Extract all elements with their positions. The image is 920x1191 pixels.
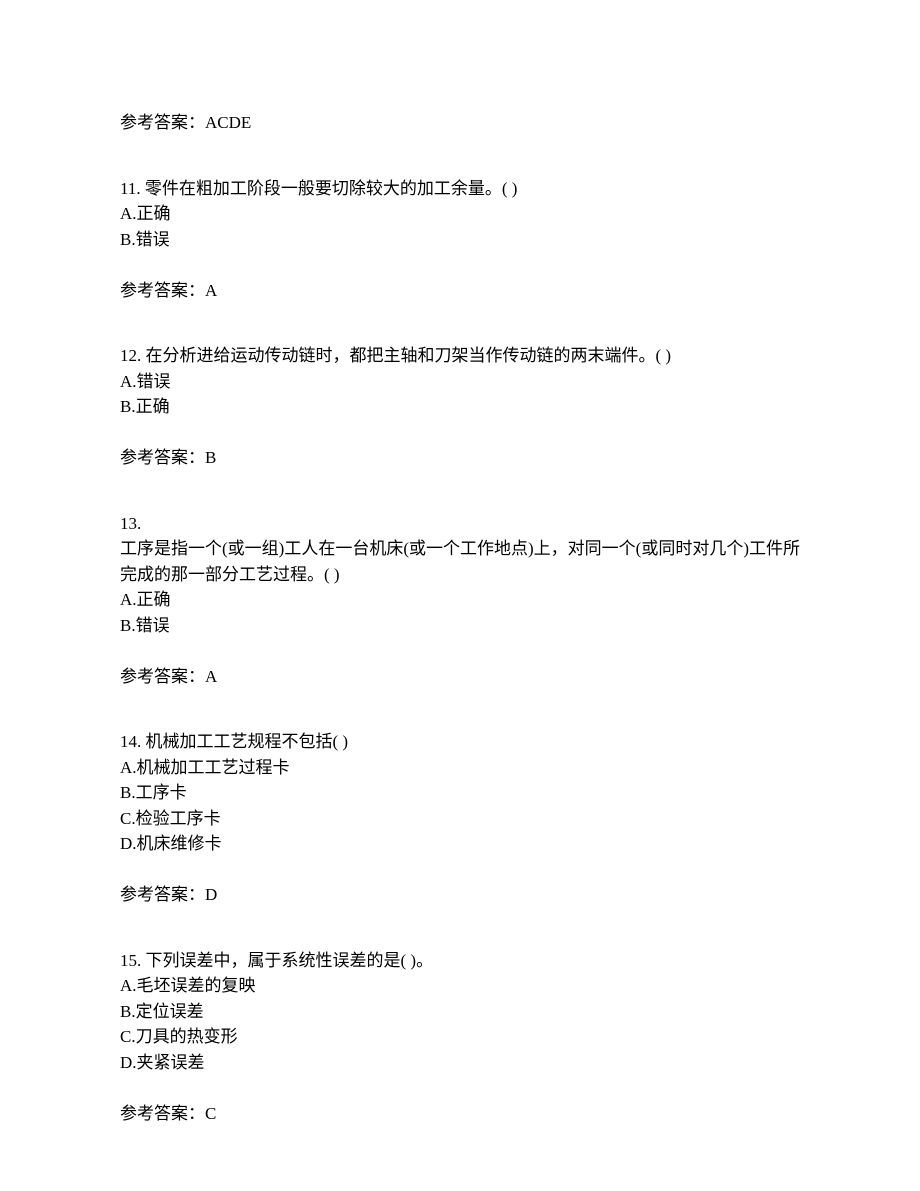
option-b: B.错误 [120, 227, 800, 253]
answer-value: D [205, 885, 217, 904]
answer-line: 参考答案：D [120, 882, 800, 908]
option-a: A.正确 [120, 201, 800, 227]
question-13: 13. 工序是指一个(或一组)工人在一台机床(或一个工作地点)上，对同一个(或同… [120, 511, 800, 690]
option-c: C.刀具的热变形 [120, 1024, 800, 1050]
answer-label: 参考答案： [120, 281, 205, 300]
question-text: 12. 在分析进给运动传动链时，都把主轴和刀架当作传动链的两末端件。( ) [120, 343, 800, 369]
answer-line: 参考答案：B [120, 445, 800, 471]
option-a: A.机械加工工艺过程卡 [120, 755, 800, 781]
option-a: A.错误 [120, 369, 800, 395]
answer-line: 参考答案：A [120, 664, 800, 690]
question-14: 14. 机械加工工艺规程不包括( ) A.机械加工工艺过程卡 B.工序卡 C.检… [120, 729, 800, 908]
option-a: A.毛坯误差的复映 [120, 973, 800, 999]
answer-label: 参考答案： [120, 448, 205, 467]
answer-label: 参考答案： [120, 113, 205, 132]
question-15: 15. 下列误差中，属于系统性误差的是( )。 A.毛坯误差的复映 B.定位误差… [120, 948, 800, 1127]
answer-label: 参考答案： [120, 1104, 205, 1123]
question-number: 11. [120, 179, 141, 198]
answer-value: B [205, 448, 216, 467]
answer-line: 参考答案：C [120, 1101, 800, 1127]
option-b: B.正确 [120, 394, 800, 420]
option-b: B.错误 [120, 613, 800, 639]
question-number: 14. [120, 732, 141, 751]
answer-label: 参考答案： [120, 885, 205, 904]
previous-answer-block: 参考答案：ACDE [120, 110, 800, 136]
question-text: 15. 下列误差中，属于系统性误差的是( )。 [120, 948, 800, 974]
option-c: C.检验工序卡 [120, 806, 800, 832]
answer-value: A [205, 281, 217, 300]
answer-line: 参考答案：A [120, 278, 800, 304]
option-a: A.正确 [120, 587, 800, 613]
option-b: B.工序卡 [120, 780, 800, 806]
answer-label: 参考答案： [120, 667, 205, 686]
question-number: 13. [120, 511, 800, 537]
question-text: 14. 机械加工工艺规程不包括( ) [120, 729, 800, 755]
question-number: 15. [120, 951, 141, 970]
option-d: D.夹紧误差 [120, 1050, 800, 1076]
question-12: 12. 在分析进给运动传动链时，都把主轴和刀架当作传动链的两末端件。( ) A.… [120, 343, 800, 471]
question-number: 12. [120, 346, 141, 365]
question-stem: 在分析进给运动传动链时，都把主轴和刀架当作传动链的两末端件。( ) [146, 346, 672, 365]
answer-value: ACDE [205, 113, 251, 132]
question-stem: 工序是指一个(或一组)工人在一台机床(或一个工作地点)上，对同一个(或同时对几个… [120, 536, 800, 587]
answer-value: A [205, 667, 217, 686]
answer-value: C [205, 1104, 216, 1123]
question-text: 11. 零件在粗加工阶段一般要切除较大的加工余量。( ) [120, 176, 800, 202]
option-b: B.定位误差 [120, 999, 800, 1025]
question-11: 11. 零件在粗加工阶段一般要切除较大的加工余量。( ) A.正确 B.错误 参… [120, 176, 800, 304]
question-stem: 零件在粗加工阶段一般要切除较大的加工余量。( ) [145, 179, 518, 198]
question-stem: 下列误差中，属于系统性误差的是( )。 [146, 951, 434, 970]
question-stem: 机械加工工艺规程不包括( ) [146, 732, 349, 751]
option-d: D.机床维修卡 [120, 831, 800, 857]
